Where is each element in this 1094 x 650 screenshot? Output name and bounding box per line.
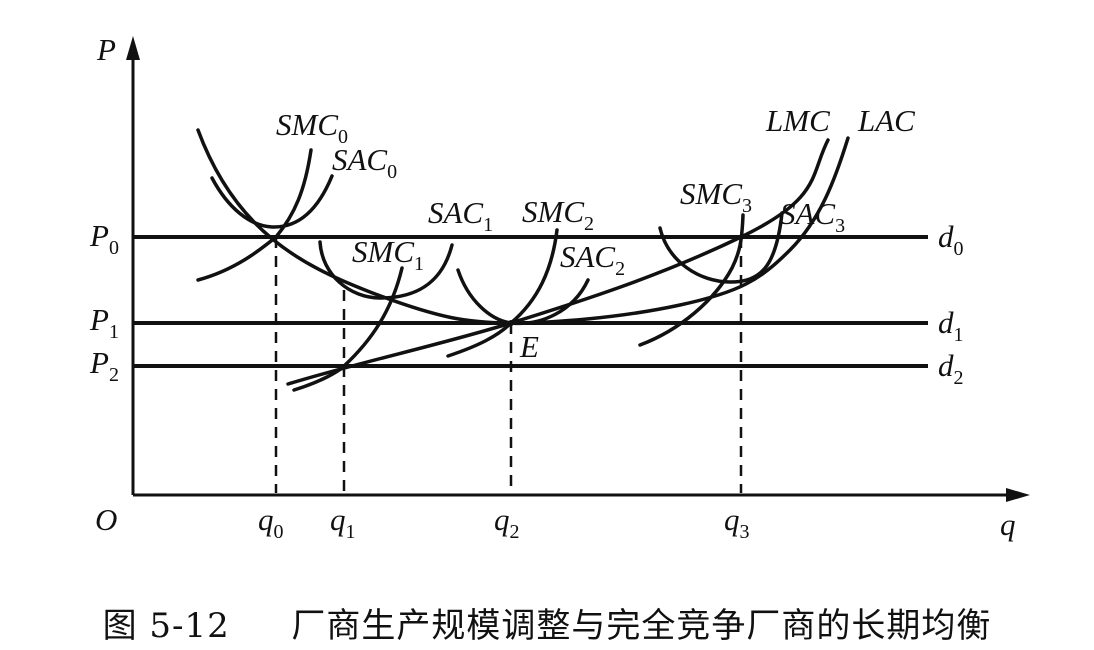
quantity-label-q1: q1 [330,502,356,543]
sac1-curve [318,240,454,300]
figure-caption: 图 5-12 厂商生产规模调整与完全竞争厂商的长期均衡 [0,598,1094,647]
quantity-label-q2: q2 [494,502,520,543]
sac0-curve [210,174,334,229]
smc1-curve [292,266,404,392]
sac3-label: SAC3 [780,196,845,237]
sac2-label: SAC2 [560,239,625,280]
price-label-p2: P2 [89,345,119,386]
smc3-label: SMC3 [680,176,752,217]
smc1-label: SMC1 [352,234,424,275]
smc3-curve [638,213,745,347]
lmc-curve [286,138,830,386]
x-axis-arrow-icon [1006,488,1030,502]
axes [131,52,1015,497]
sac1-label: SAC1 [428,195,493,236]
demand-label-d2: d2 [938,348,964,389]
demand-label-d1: d1 [938,305,964,346]
sac0-label: SAC0 [332,142,397,183]
y-axis-label: P [96,32,116,67]
origin-label: O [95,502,117,537]
sac2-curve [456,268,590,326]
caption-number: 图 5-12 [102,606,230,646]
quantity-label-q3: q3 [724,502,750,543]
smc0-label: SMC0 [276,107,348,148]
equilibrium-label: E [519,329,539,364]
lac-curve [196,128,850,325]
y-axis-arrow-icon [126,36,140,60]
price-label-p0: P0 [89,218,119,259]
price-label-p1: P1 [89,302,119,343]
lac-label: LAC [857,103,915,138]
caption-title: 厂商生产规模调整与完全竞争厂商的长期均衡 [291,606,992,646]
sac3-curve [658,211,784,284]
smc2-label: SMC2 [522,194,594,235]
equilibrium-point [508,320,514,326]
x-axis-label: q [1000,507,1016,542]
lmc-label: LMC [765,103,830,138]
smc0-curve [196,148,313,282]
demand-label-d0: d0 [938,219,964,260]
quantity-label-q0: q0 [258,502,284,543]
